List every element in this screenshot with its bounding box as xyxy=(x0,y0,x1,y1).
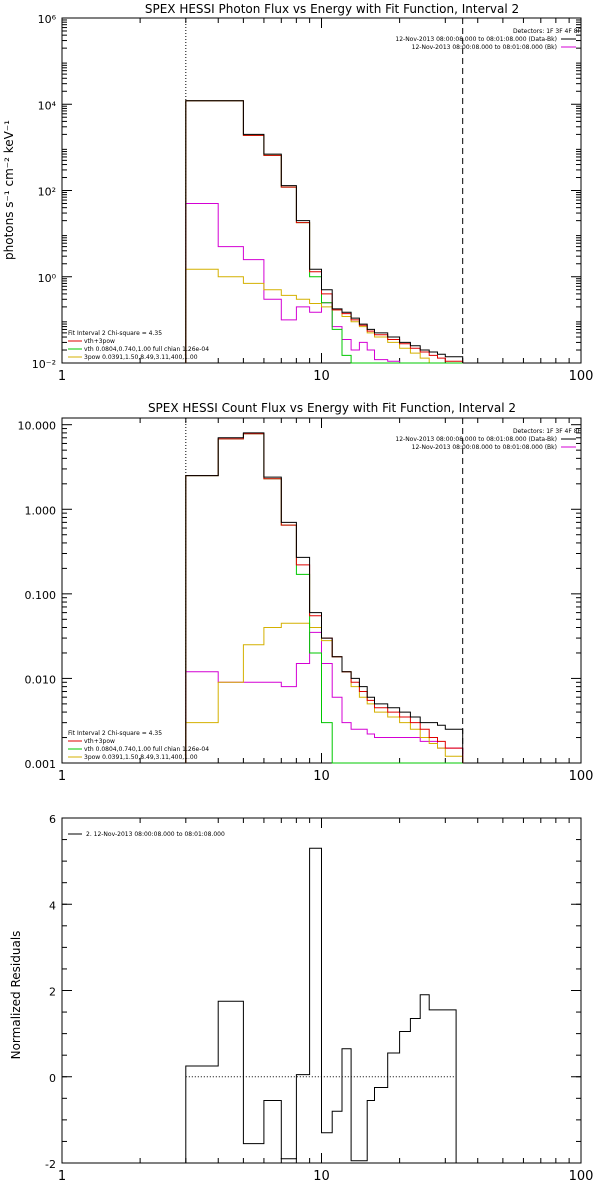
photon-flux-fit-header: Fit Interval 2 Chi-square = 4.35 xyxy=(68,330,162,337)
count-flux-marks: 1 10 100 0.001 0.010 0.100 1.000 10.000 xyxy=(18,417,594,784)
photon-flux-ylabel: photons s⁻¹ cm⁻² keV⁻¹ xyxy=(2,120,16,260)
y-tick-label: 0.001 xyxy=(25,758,57,771)
y-tick-label: 10² xyxy=(38,186,56,199)
y-tick-label: -2 xyxy=(45,1158,56,1171)
y-tick-label: 6 xyxy=(49,813,56,826)
x-tick-label: 10 xyxy=(313,1169,330,1184)
y-tick-label: 2 xyxy=(49,986,56,999)
count-flux-detectors: Detectors: 1F 3F 4F 8F xyxy=(513,428,582,435)
residuals-ylabel: Normalized Residuals xyxy=(9,931,23,1060)
y-tick-label: 10⁰ xyxy=(38,272,57,285)
photon-flux-panel: SPEX HESSI Photon Flux vs Energy with Fi… xyxy=(2,2,593,384)
photon-flux-title: SPEX HESSI Photon Flux vs Energy with Fi… xyxy=(145,2,519,16)
photon-flux-fit-entry-1: vth+3pow xyxy=(84,338,115,345)
y-tick-label: 10⁻² xyxy=(32,358,56,371)
x-tick-label: 100 xyxy=(569,769,594,784)
y-tick-label: 1.000 xyxy=(25,504,57,517)
y-tick-label: 0 xyxy=(49,1072,56,1085)
count-flux-panel: SPEX HESSI Count Flux vs Energy with Fit… xyxy=(18,401,594,784)
x-tick-label: 100 xyxy=(569,369,594,384)
count-flux-fit-entry-2: vth 0.0804,0.740,1.00 full chian 1.26e-0… xyxy=(84,746,209,753)
count-flux-time-line-1: 12-Nov-2013 08:00:08.000 to 08:01:08.000… xyxy=(395,436,557,443)
x-tick-label: 1 xyxy=(58,769,66,784)
x-tick-label: 10 xyxy=(313,769,330,784)
series-1-line xyxy=(185,433,464,763)
count-flux-time-line-2: 12-Nov-2013 08:00:08.000 to 08:01:08.000… xyxy=(412,444,557,451)
series-4-line xyxy=(185,631,464,763)
photon-flux-detectors: Detectors: 1F 3F 4F 8F xyxy=(513,28,582,35)
series-0-line xyxy=(185,847,457,1163)
x-tick-label: 1 xyxy=(58,1169,66,1184)
series-0-line xyxy=(185,100,464,363)
residuals-legend-text: 2. 12-Nov-2013 08:00:08.000 to 08:01:08.… xyxy=(86,831,225,838)
y-tick-label: 4 xyxy=(49,899,56,912)
x-tick-label: 1 xyxy=(58,369,66,384)
residuals-marks: 1 10 100 -2 0 2 4 6 xyxy=(45,813,593,1184)
photon-flux-marks: 1 10 100 10⁻² 10⁰ 10² 10⁴ 10⁶ xyxy=(32,13,594,384)
x-tick-label: 10 xyxy=(313,369,330,384)
y-tick-label: 10⁴ xyxy=(38,99,57,112)
count-flux-title: SPEX HESSI Count Flux vs Energy with Fit… xyxy=(148,401,516,415)
y-tick-label: 10.000 xyxy=(18,420,57,433)
photon-flux-fit-entry-3: 3pow 0.0391,1.50,8.49,3.11,400,1.00 xyxy=(84,354,198,361)
count-flux-fit-entry-3: 3pow 0.0391,1.50,8.49,3.11,400,1.00 xyxy=(84,754,198,761)
count-flux-fit-header: Fit Interval 2 Chi-square = 4.35 xyxy=(68,730,162,737)
count-flux-fit-entry-1: vth+3pow xyxy=(84,738,115,745)
x-tick-label: 100 xyxy=(569,1169,594,1184)
y-tick-label: 10⁶ xyxy=(38,13,57,26)
series-0-line xyxy=(185,432,464,763)
photon-flux-time-line-1: 12-Nov-2013 08:00:08.000 to 08:01:08.000… xyxy=(395,36,557,43)
y-tick-label: 0.010 xyxy=(25,673,57,686)
y-tick-label: 0.100 xyxy=(25,589,57,602)
photon-flux-time-line-2: 12-Nov-2013 08:00:08.000 to 08:01:08.000… xyxy=(412,44,557,51)
photon-flux-fit-entry-2: vth 0.0804,0.740,1.00 full chian 1.26e-0… xyxy=(84,346,209,353)
residuals-panel: Normalized Residuals 1 10 100 -2 0 2 4 6 2. 12-… xyxy=(9,813,593,1184)
